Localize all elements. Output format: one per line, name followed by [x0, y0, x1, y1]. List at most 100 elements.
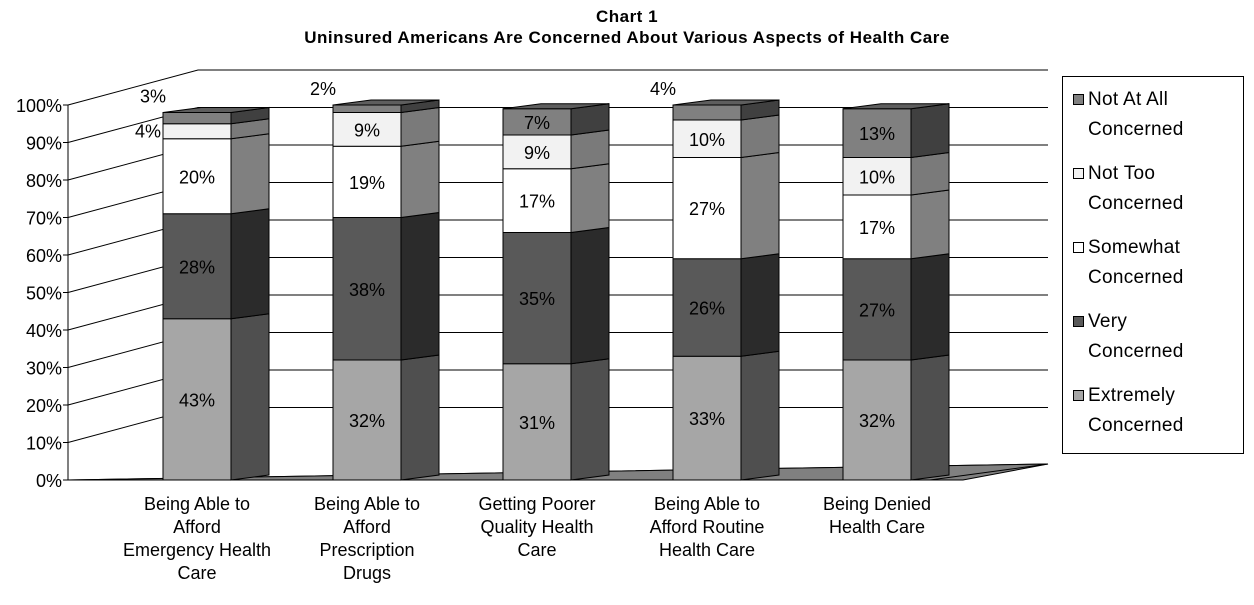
x-category-label-line: Afford Routine	[650, 517, 765, 537]
bar-segment	[672, 157, 742, 260]
y-tick-label: 10%	[26, 434, 62, 454]
y-tick-label: 100%	[16, 96, 62, 116]
y-tick-label: 50%	[26, 284, 62, 304]
data-label: 26%	[689, 299, 725, 319]
bar-segment	[502, 168, 572, 233]
legend-swatch	[1073, 316, 1084, 327]
chart-title-block: Chart 1 Uninsured Americans Are Concerne…	[0, 6, 1254, 48]
chart-title: Chart 1	[595, 7, 659, 26]
bar-side	[400, 140, 440, 219]
bar-side	[230, 208, 270, 320]
legend-swatch	[1073, 94, 1084, 105]
x-category-label-line: Drugs	[343, 563, 391, 583]
data-label: 3%	[140, 87, 166, 107]
data-label: 10%	[689, 130, 725, 150]
gridline	[67, 69, 1048, 106]
bar-side	[570, 163, 610, 234]
data-labels: 43% 28% 20% 4% 3% 32% 38% 19% 9% 2% 31% 35% 17% 9% 7% 3…	[135, 79, 895, 433]
bars	[162, 99, 950, 481]
bar-segment	[842, 157, 912, 196]
x-category-label-line: Emergency Health	[123, 540, 271, 560]
data-label: 32%	[349, 411, 385, 431]
bar-segment	[162, 318, 232, 481]
bar-segment	[502, 108, 572, 136]
legend-label: Not Too Concerned	[1088, 163, 1184, 214]
x-category-label-line: Care	[517, 540, 556, 560]
bar-side	[910, 189, 950, 260]
bar-side	[230, 313, 270, 481]
legend-label: Not At All Concerned	[1088, 89, 1184, 140]
data-label: 10%	[859, 167, 895, 187]
legend-label: Very Concerned	[1088, 311, 1184, 362]
data-label: 35%	[519, 289, 555, 309]
x-category-label: Getting Poorer Quality Health Care	[478, 494, 595, 560]
bar-side	[910, 151, 950, 196]
x-axis-labels: Being Able to Afford Emergency Health CareB…	[123, 494, 931, 583]
bar-segment	[162, 213, 232, 320]
data-label: 9%	[524, 143, 550, 163]
bar-side	[400, 354, 440, 481]
bar-side	[910, 354, 950, 481]
bar-segment	[842, 258, 912, 361]
legend-swatch	[1073, 390, 1084, 401]
bar-side	[740, 253, 780, 357]
y-tick-label: 80%	[26, 171, 62, 191]
data-label: 17%	[519, 192, 555, 212]
bar-side	[400, 106, 440, 147]
data-label: 4%	[650, 79, 676, 99]
y-tick-label: 90%	[26, 134, 62, 154]
bar-top	[672, 99, 780, 106]
x-category-label-line: Care	[177, 563, 216, 583]
bar-top	[842, 103, 950, 110]
data-label: 17%	[859, 218, 895, 238]
legend-swatch	[1073, 168, 1084, 179]
data-label: 27%	[689, 199, 725, 219]
bar-segment	[842, 108, 912, 158]
bar-side	[910, 253, 950, 361]
legend-label: Extremely Concerned	[1088, 385, 1184, 436]
bar-top	[332, 99, 440, 106]
x-category-label-line: Health Care	[829, 517, 925, 537]
bar-top	[502, 103, 610, 110]
chart-subtitle: Uninsured Americans Are Concerned About …	[304, 28, 950, 47]
x-category-label-line: Afford	[343, 517, 391, 537]
x-category-label: Being Able to Afford Prescription Drugs	[314, 494, 420, 583]
bar-side	[570, 226, 610, 365]
data-label: 38%	[349, 280, 385, 300]
data-label: 2%	[310, 79, 336, 99]
bar-segment	[332, 104, 402, 113]
data-label: 33%	[689, 409, 725, 429]
legend: Not At All Concerned Not Too Concerned Som…	[1062, 76, 1244, 454]
x-category-label-line: Being Able to	[654, 494, 760, 514]
x-category-label-line: Afford	[173, 517, 221, 537]
data-label: 27%	[859, 300, 895, 320]
data-label: 32%	[859, 411, 895, 431]
bar-side	[740, 151, 780, 260]
bar-segment	[332, 359, 402, 481]
bar-side	[740, 114, 780, 159]
legend-label: Somewhat Concerned	[1088, 237, 1184, 288]
y-tick-label: 30%	[26, 359, 62, 379]
x-category-label-line: Prescription	[319, 540, 414, 560]
bar-side	[230, 133, 270, 215]
bar-segment	[332, 217, 402, 361]
bar-segment	[162, 138, 232, 215]
bar-segment	[672, 355, 742, 481]
bar-segment	[842, 194, 912, 260]
y-tick-label: 20%	[26, 396, 62, 416]
bar-segment	[332, 112, 402, 147]
bar-top	[162, 107, 270, 113]
y-tick-label: 70%	[26, 209, 62, 229]
data-label: 28%	[179, 257, 215, 277]
x-category-label: Being Able to Afford Emergency Health Care	[123, 494, 271, 583]
data-label: 9%	[354, 120, 380, 140]
y-axis: 0% 10% 20% 30% 40% 50% 60% 70% 80% 90% 100%	[16, 96, 930, 491]
bar-side	[400, 211, 440, 361]
bar-segment	[672, 104, 742, 121]
data-label: 13%	[859, 124, 895, 144]
data-label: 4%	[135, 121, 161, 141]
data-label: 20%	[179, 167, 215, 187]
bar-segment	[672, 119, 742, 158]
y-tick-label: 40%	[26, 321, 62, 341]
